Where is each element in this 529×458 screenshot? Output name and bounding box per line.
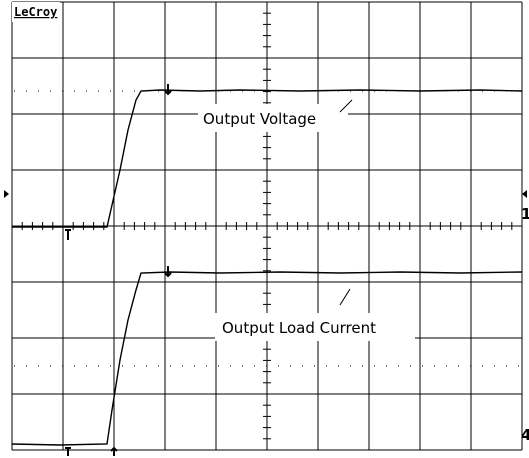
trigger-marker: [4, 190, 9, 198]
cursor-mark: [65, 447, 71, 456]
cursor-mark: [110, 446, 118, 456]
logo-bg: [12, 2, 60, 22]
ch-marker: [522, 190, 527, 198]
cursor-mark: [65, 229, 71, 240]
current-trace: [11, 271, 523, 446]
channel-marker: 4: [521, 426, 529, 444]
channel-marker: 1: [521, 205, 529, 223]
graticule: [11, 1, 523, 451]
leader: [339, 288, 351, 306]
cursor-mark: [164, 84, 172, 96]
leader: [339, 99, 353, 113]
trace-label: Output Voltage: [203, 110, 316, 128]
logo: LeCroy: [14, 5, 57, 19]
label-bg: [198, 104, 348, 132]
label-bg: [215, 313, 415, 341]
cursor-mark: [164, 266, 172, 278]
trace-label: Output Load Current: [222, 319, 376, 337]
voltage-trace: [12, 89, 523, 228]
